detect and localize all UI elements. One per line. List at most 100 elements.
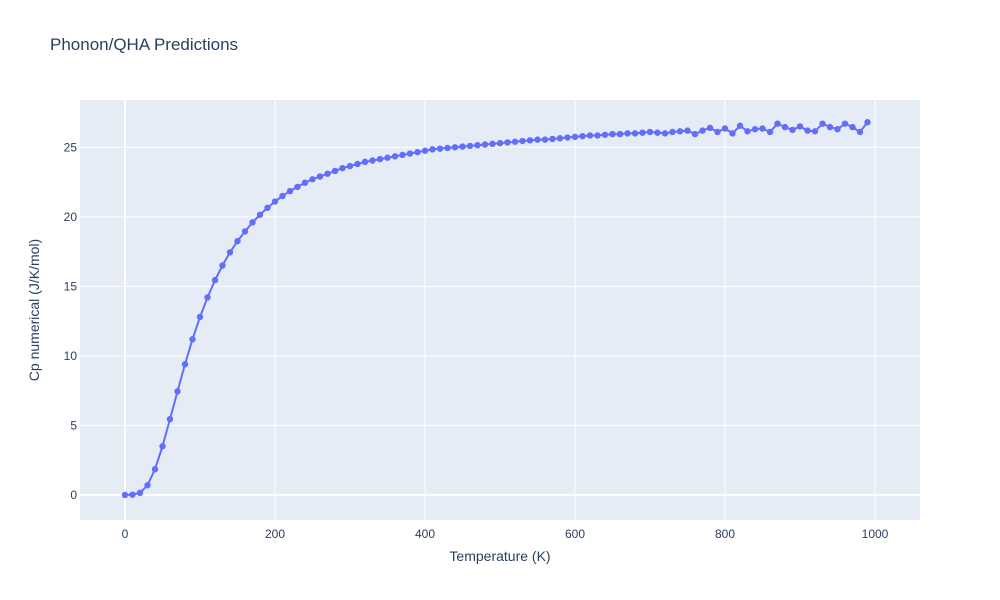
data-point[interactable] [549,135,556,143]
data-point[interactable] [271,198,279,205]
data-point[interactable] [444,144,451,152]
data-point[interactable] [211,276,219,284]
data-point[interactable] [181,361,189,368]
data-point[interactable] [256,211,264,218]
data-point[interactable] [286,187,294,195]
data-point[interactable] [661,130,669,137]
data-point[interactable] [654,129,661,136]
data-point[interactable] [226,249,234,256]
data-point[interactable] [241,228,249,235]
data-point[interactable] [316,173,324,180]
data-point[interactable] [736,122,744,129]
data-point[interactable] [639,129,646,136]
data-point[interactable] [294,183,301,191]
data-point[interactable] [579,132,586,140]
data-point[interactable] [744,128,751,135]
data-point[interactable] [414,148,421,156]
data-point[interactable] [571,133,579,141]
data-point[interactable] [354,160,361,168]
data-point[interactable] [196,313,204,321]
data-point[interactable] [834,126,841,133]
data-point[interactable] [234,237,241,245]
data-point[interactable] [864,119,871,126]
plot-area[interactable] [80,100,920,520]
data-point[interactable] [826,123,834,131]
data-point[interactable] [781,123,789,131]
data-point[interactable] [504,139,511,146]
data-point[interactable] [804,127,811,134]
data-point[interactable] [669,128,676,136]
data-point[interactable] [399,151,406,159]
data-point[interactable] [136,489,144,497]
data-point[interactable] [406,150,414,157]
data-point[interactable] [429,146,436,153]
data-point[interactable] [496,139,504,147]
data-point[interactable] [264,204,271,211]
data-point[interactable] [384,154,391,161]
data-point[interactable] [151,466,159,473]
data-point[interactable] [376,155,384,163]
data-point[interactable] [541,136,549,143]
data-point[interactable] [699,127,706,134]
data-point[interactable] [166,415,174,423]
data-point[interactable] [421,147,429,154]
data-point[interactable] [144,482,151,489]
data-point[interactable] [369,157,376,164]
data-point[interactable] [751,126,759,133]
data-point[interactable] [121,491,129,499]
data-point[interactable] [346,162,354,170]
data-point[interactable] [436,145,444,152]
data-point[interactable] [451,144,459,151]
data-point[interactable] [519,137,526,145]
data-point[interactable] [361,158,369,166]
data-point[interactable] [691,130,699,138]
data-point[interactable] [849,123,856,131]
data-point[interactable] [174,388,181,395]
data-point[interactable] [459,143,466,150]
data-point[interactable] [796,123,804,130]
data-point[interactable] [526,137,534,144]
data-point[interactable] [721,125,729,132]
data-point[interactable] [616,130,624,138]
data-point[interactable] [594,132,601,139]
data-point[interactable] [706,124,714,132]
data-point[interactable] [624,130,631,137]
data-point[interactable] [466,142,474,150]
data-point[interactable] [676,128,684,135]
data-point[interactable] [856,128,864,136]
data-point[interactable] [301,179,309,186]
data-point[interactable] [819,120,826,127]
data-point[interactable] [609,130,616,138]
data-point[interactable] [189,336,196,343]
data-point[interactable] [324,170,331,177]
data-point[interactable] [646,128,654,136]
data-point[interactable] [714,128,721,136]
data-point[interactable] [489,140,496,148]
data-point[interactable] [789,126,796,134]
data-point[interactable] [129,491,136,498]
data-point[interactable] [766,128,774,136]
data-point[interactable] [564,134,571,141]
data-point[interactable] [331,167,339,175]
data-point[interactable] [391,153,399,160]
data-point[interactable] [249,219,256,226]
data-point[interactable] [759,125,766,132]
data-point[interactable] [774,120,781,127]
data-point[interactable] [534,136,541,143]
data-point[interactable] [474,141,481,149]
data-point[interactable] [204,294,211,301]
data-point[interactable] [511,138,519,145]
data-point[interactable] [841,120,849,127]
data-point[interactable] [631,130,639,137]
data-point[interactable] [481,141,489,148]
data-point[interactable] [309,176,316,183]
data-point[interactable] [586,132,594,139]
data-point[interactable] [556,135,564,142]
data-point[interactable] [684,127,691,134]
data-point[interactable] [219,262,226,269]
data-point[interactable] [159,443,166,450]
data-point[interactable] [339,164,346,172]
data-point[interactable] [601,131,609,138]
data-point[interactable] [811,128,819,135]
data-point[interactable] [279,192,286,200]
